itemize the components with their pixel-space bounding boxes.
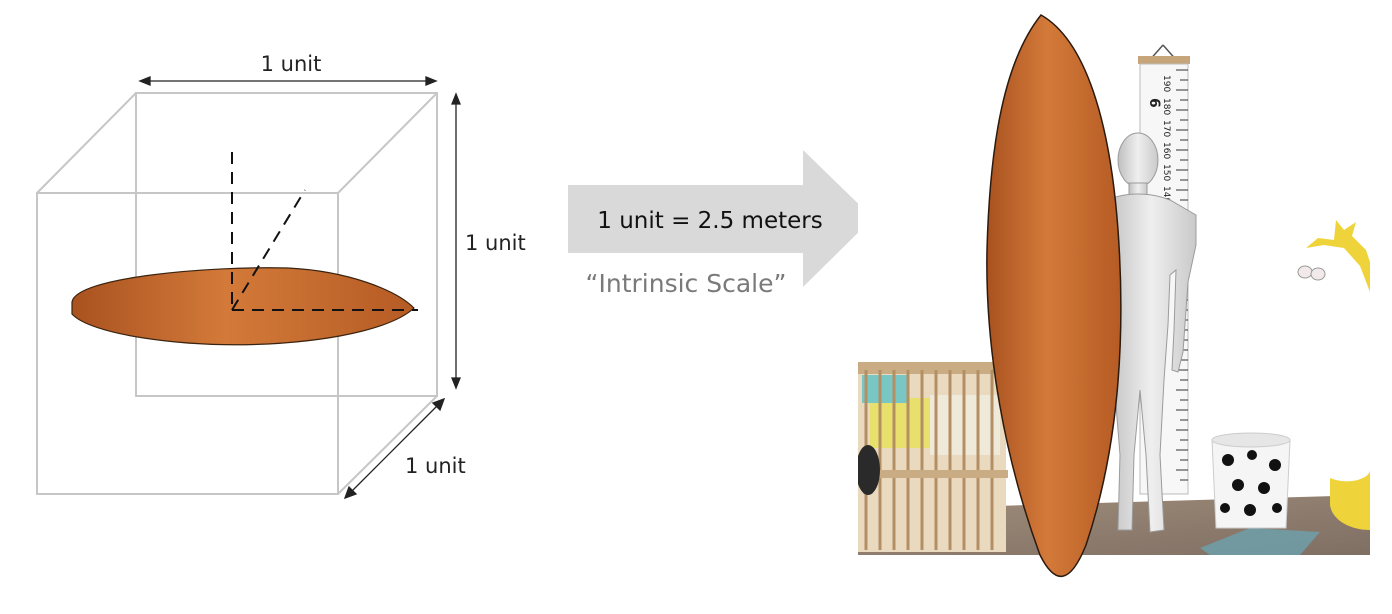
rug (1200, 528, 1320, 555)
ruler-tick-label: 160 (1161, 142, 1171, 159)
crib (858, 362, 1008, 552)
ruler-tick-label: 180 (1161, 98, 1171, 115)
ruler-tick-label: 170 (1161, 120, 1171, 137)
top-unit-label: 1 unit (261, 52, 322, 76)
depth-dimension-arrow (343, 397, 446, 500)
arrow-shape (568, 150, 873, 287)
ruler-tick-label: 190 (1161, 75, 1171, 92)
ruler-tick-label: 140 (1161, 186, 1171, 203)
cube-edge (36, 92, 137, 194)
axis-depth (231, 189, 306, 311)
ruler-top-label: 6 (1146, 98, 1162, 108)
top-dimension-arrow (138, 76, 438, 86)
right-dimension-arrow (451, 92, 461, 390)
unit-cube-diagram: 1 unit 1 unit 1 unit (36, 52, 526, 500)
scene-photo: 6 190 180 170 160 150 140 (858, 15, 1370, 555)
surfboard-object-small (71, 267, 415, 346)
cube-edge (337, 395, 438, 495)
yellow-decor (1306, 220, 1370, 530)
scale-arrow: 1 unit = 2.5 meters “Intrinsic Scale” (568, 150, 873, 298)
surfboard-object-large (986, 14, 1122, 577)
cube-edge (337, 92, 438, 194)
intrinsic-scale-caption: “Intrinsic Scale” (586, 269, 787, 298)
depth-unit-label: 1 unit (405, 454, 466, 478)
right-unit-label: 1 unit (465, 231, 526, 255)
human-figure (1105, 132, 1197, 533)
polka-dot-basket (1211, 432, 1291, 529)
ruler-tick-label: 150 (1161, 164, 1171, 181)
arrow-label: 1 unit = 2.5 meters (597, 208, 822, 234)
hanging-shoes (1297, 265, 1326, 281)
